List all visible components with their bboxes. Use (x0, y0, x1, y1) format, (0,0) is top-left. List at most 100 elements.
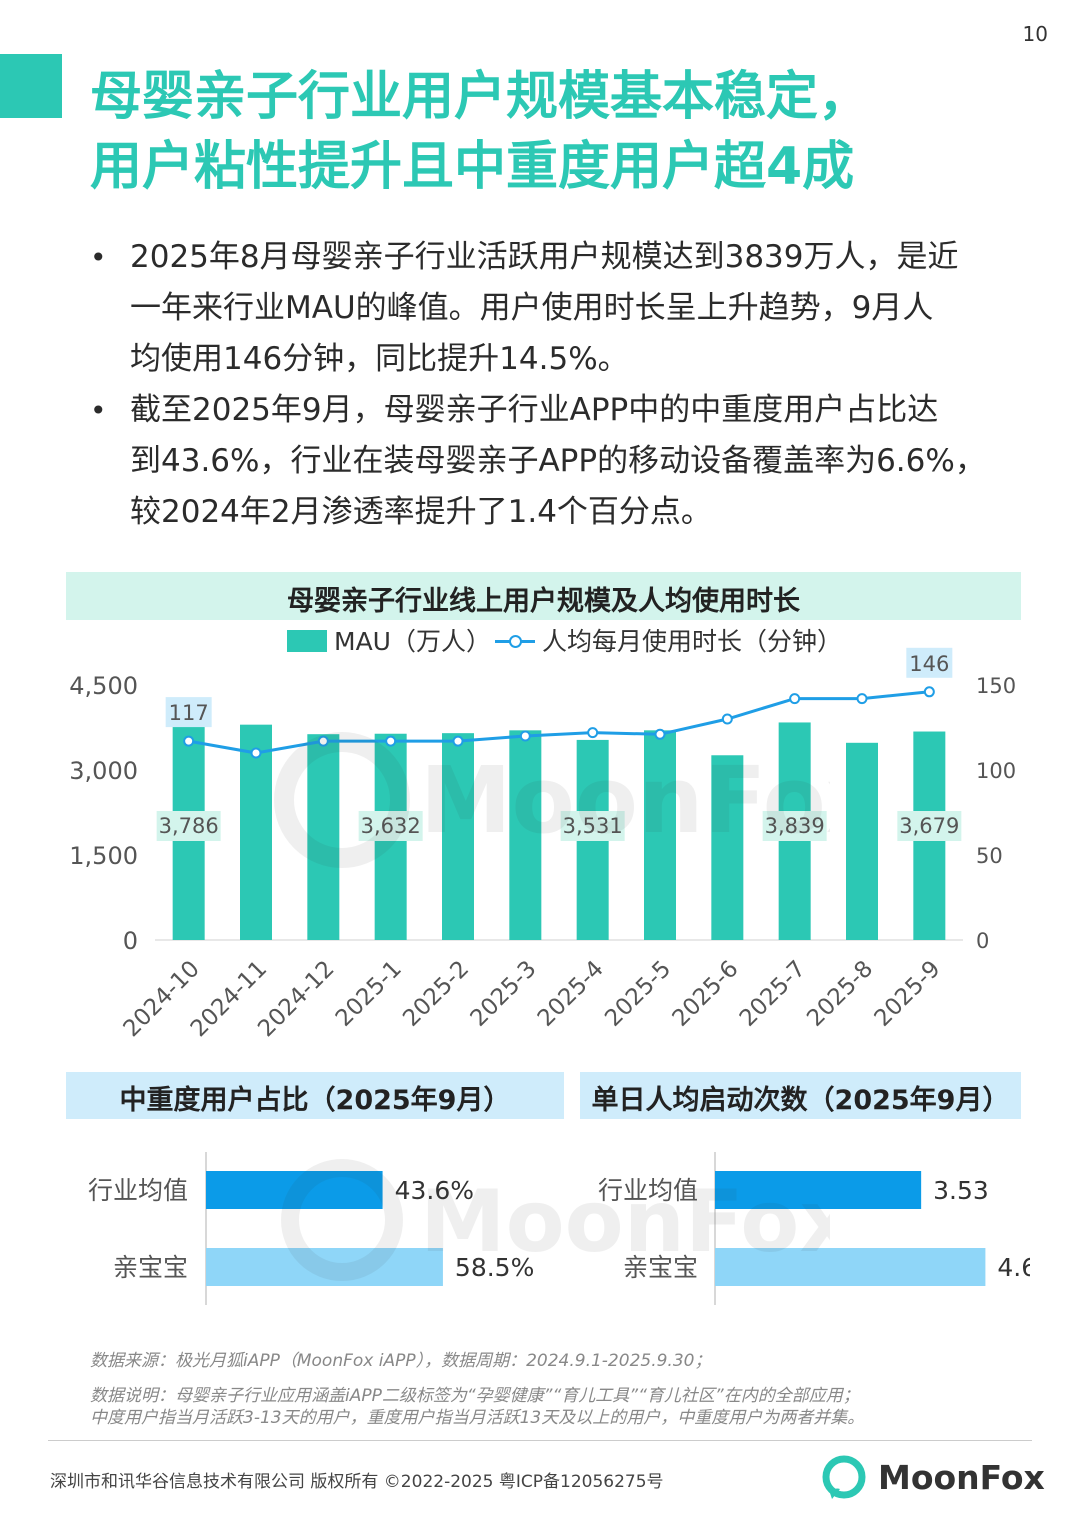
main-chart-title-band (66, 572, 1021, 620)
duration-point (856, 693, 868, 705)
x-tick-label: 2025-9 (870, 956, 946, 1032)
bullet-line: 2025年8月母婴亲子行业活跃用户规模达到3839万人，是近 (130, 239, 959, 275)
watermark-text: MoonFox (420, 747, 830, 854)
source-note: 数据来源：极光月狐iAPP（MoonFox iAPP），数据周期：2024.9.… (90, 1351, 712, 1371)
title-line-1: 母婴亲子行业用户规模基本稳定， (90, 67, 871, 127)
x-tick-label: 2025-3 (466, 956, 542, 1032)
mau-duration-chart: 0 1,500 3,000 4,500 0 50 100 150 3,786 3,632 3,531… (69, 647, 1016, 1042)
hbar-bar (206, 1248, 443, 1286)
hbar-value-label: 3.53 (933, 1176, 989, 1205)
bullet-line: 较2024年2月渗透率提升了1.4个百分点。 (130, 494, 712, 530)
main-chart-title: 母婴亲子行业线上用户规模及人均使用时长 (287, 586, 800, 617)
duration-point (789, 693, 801, 705)
x-tick-label: 2025-2 (398, 956, 474, 1032)
y-left-tick-label: 4,500 (69, 672, 138, 700)
footer-divider (48, 1440, 1032, 1441)
duration-point (385, 735, 397, 747)
hbar-category-label: 亲宝宝 (113, 1253, 188, 1282)
mau-bar (711, 755, 744, 940)
mau-bar (240, 724, 272, 940)
duration-point (654, 728, 666, 740)
heavy-user-share-chart: 行业均值 43.6% 亲宝宝 58.5% (88, 1152, 534, 1305)
launch-count-chart-title: 单日人均启动次数（2025年9月） (591, 1085, 1010, 1116)
y-right-tick-label: 150 (976, 674, 1016, 698)
duration-data-label: 117 (169, 701, 209, 725)
line-label-bg (165, 697, 212, 728)
title-accent-block (0, 54, 62, 118)
y-left-tick-label: 3,000 (69, 757, 138, 785)
mau-bar (846, 742, 878, 940)
legend-bar-swatch (287, 630, 327, 652)
legend-mau-label: MAU（万人） (334, 627, 491, 656)
main-chart-legend: MAU（万人） 人均每月使用时长（分钟） (0, 622, 1080, 658)
bar-label-bg (156, 811, 221, 841)
bar-label-bg (358, 811, 423, 841)
hbar-value-label: 58.5% (455, 1253, 534, 1282)
y-right-tick-label: 50 (976, 844, 1003, 868)
x-tick-label: 2025-8 (802, 956, 878, 1032)
mau-bar (307, 734, 340, 940)
y-right-tick-label: 0 (976, 929, 989, 953)
mau-bar (644, 730, 676, 940)
mau-data-label: 3,679 (899, 814, 959, 838)
hbar-value-label: 4.63 (997, 1253, 1030, 1282)
summary-bullets: • 2025年8月母婴亲子行业活跃用户规模达到3839万人，是近 一年来行业MA… (82, 232, 1012, 538)
duration-data-label: 146 (909, 652, 949, 676)
x-tick-label: 2025-6 (668, 956, 744, 1032)
bullet-line: 一年来行业MAU的峰值。用户使用时长呈上升趋势，9月人 (130, 290, 934, 326)
duration-point (519, 730, 531, 742)
hbar-bar (715, 1171, 922, 1209)
bullet-item: • 截至2025年9月，母婴亲子行业APP中的中重度用户占比达 到43.6%，行… (82, 385, 1012, 538)
bullet-line: 到43.6%，行业在装母婴亲子APP的移动设备覆盖率为6.6%， (130, 443, 986, 479)
duration-point (452, 735, 464, 747)
x-tick-label: 2025-7 (735, 956, 811, 1032)
bullet-line: 截至2025年9月，母婴亲子行业APP中的中重度用户占比达 (130, 392, 939, 428)
x-tick-label: 2025-1 (331, 956, 407, 1032)
duration-point (587, 727, 599, 739)
hbar-bar (206, 1171, 383, 1209)
mau-data-label: 3,632 (361, 814, 421, 838)
daily-launch-count-chart: 行业均值 3.53 亲宝宝 4.63 (598, 1152, 1030, 1305)
x-tick-label: 2025-4 (533, 956, 609, 1032)
data-note-line-1: 数据说明：母婴亲子行业应用涵盖iAPP二级标签为“孕婴健康”“育儿工具”“育儿社… (90, 1386, 860, 1406)
hbar-value-label: 43.6% (395, 1176, 474, 1205)
watermark-text: MoonFox (420, 1172, 830, 1272)
page-title: 母婴亲子行业用户规模基本稳定， 用户粘性提升且中重度用户超4成 (90, 62, 870, 202)
bar-label-bg (897, 811, 962, 841)
data-note-line-2: 中度用户指当月活跃3-13天的用户，重度用户指当月活跃13天及以上的用户，中重度… (90, 1408, 865, 1428)
footer-copyright: 深圳市和讯华谷信息技术有限公司 版权所有 ©2022-2025 粤ICP备120… (50, 1472, 664, 1492)
hbar-category-label: 行业均值 (88, 1176, 188, 1205)
bar-label-bg (762, 811, 827, 841)
y-left-tick-label: 1,500 (69, 842, 138, 870)
title-line-2: 用户粘性提升且中重度用户超4成 (90, 137, 855, 197)
hbar-bar (715, 1248, 986, 1286)
hbar-category-label: 行业均值 (598, 1176, 698, 1205)
logo-text: MoonFox (878, 1458, 1045, 1497)
mau-data-label: 3,786 (159, 814, 219, 838)
heavy-user-chart-title: 中重度用户占比（2025年9月） (119, 1085, 511, 1116)
moonfox-logo-icon (822, 1455, 866, 1499)
mau-bar (442, 733, 474, 940)
mau-data-label: 3,531 (563, 814, 623, 838)
moonfox-logo: MoonFox (820, 1453, 1045, 1505)
bullet-line: 均使用146分钟，同比提升14.5%。 (130, 341, 629, 377)
duration-line (188, 690, 930, 755)
legend-duration-label: 人均每月使用时长（分钟） (542, 627, 843, 656)
duration-point (923, 686, 935, 698)
mau-data-label: 3,839 (765, 814, 825, 838)
hbar-category-label: 亲宝宝 (623, 1253, 698, 1282)
bullet-item: • 2025年8月母婴亲子行业活跃用户规模达到3839万人，是近 一年来行业MA… (82, 232, 1012, 385)
duration-point (721, 713, 733, 725)
page-number: 10 (1022, 22, 1048, 46)
duration-point (183, 735, 195, 747)
heavy-user-title-band (66, 1072, 564, 1119)
line-label-bg (906, 647, 953, 678)
legend-line-marker-icon (509, 635, 522, 648)
y-right-tick-label: 100 (976, 759, 1016, 783)
bar-label-bg (560, 811, 625, 841)
duration-point (250, 747, 262, 759)
bullet-dot-icon: • (90, 394, 107, 427)
bullet-dot-icon: • (90, 241, 107, 274)
x-tick-label: 2025-5 (600, 956, 676, 1032)
duration-point (317, 735, 329, 747)
